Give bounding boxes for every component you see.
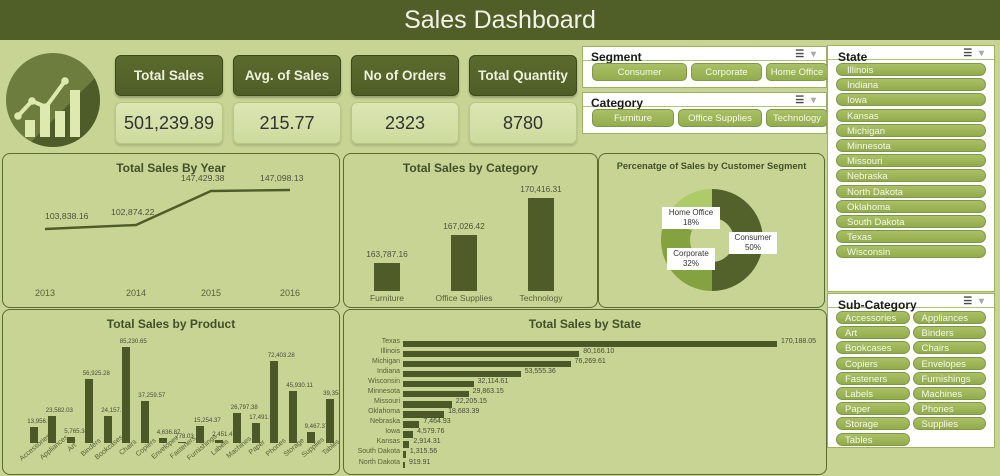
svg-text:Furniture: Furniture <box>370 293 404 303</box>
svg-text:Consumer: Consumer <box>735 233 772 242</box>
svg-text:50%: 50% <box>745 243 761 252</box>
svg-text:2014: 2014 <box>126 288 146 298</box>
svg-text:Office Supplies: Office Supplies <box>435 293 492 303</box>
svg-text:103,838.16: 103,838.16 <box>45 211 89 221</box>
svg-text:170,416.31: 170,416.31 <box>520 184 562 194</box>
svg-text:147,098.13: 147,098.13 <box>260 173 304 183</box>
svg-text:102,874.22: 102,874.22 <box>111 207 155 217</box>
svg-text:2016: 2016 <box>280 288 300 298</box>
svg-text:167,026.42: 167,026.42 <box>443 221 485 231</box>
svg-text:Technology: Technology <box>519 293 563 303</box>
svg-text:Home Office: Home Office <box>669 208 714 217</box>
svg-text:147,429.38: 147,429.38 <box>181 173 225 183</box>
svg-text:32%: 32% <box>683 259 699 268</box>
svg-text:Corporate: Corporate <box>673 249 709 258</box>
svg-text:163,787.16: 163,787.16 <box>366 249 408 259</box>
svg-text:2015: 2015 <box>201 288 221 298</box>
svg-text:18%: 18% <box>683 218 699 227</box>
svg-text:2013: 2013 <box>35 288 55 298</box>
